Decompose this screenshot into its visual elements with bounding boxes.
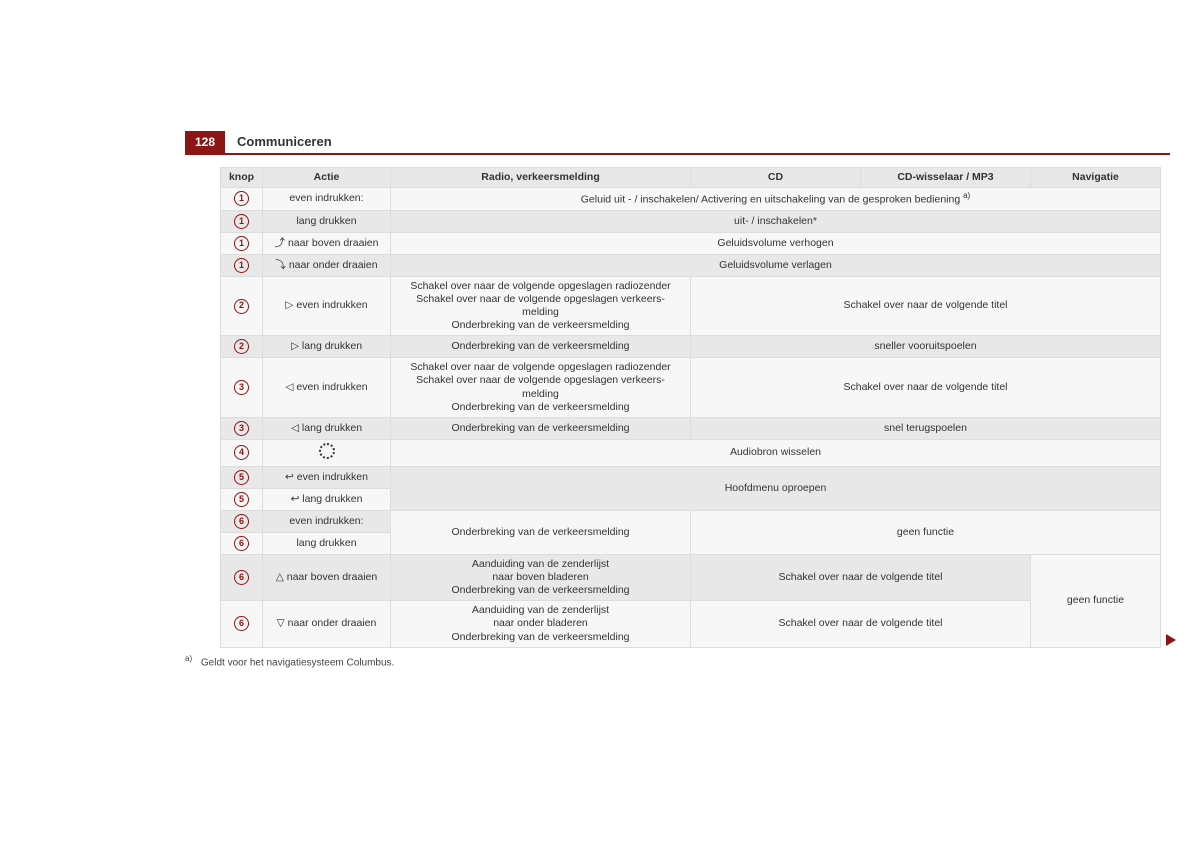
value-cell: geen functie [691,510,1161,554]
table-row: 1 ⤵ naar onder draaien Geluidsvolume ver… [221,254,1161,276]
knop-badge: 2 [234,339,249,354]
action-cell: even indrukken: [263,510,391,532]
action-cell: ↩ even indrukken [263,466,391,488]
action-cell: ▽ naar onder draaien [263,601,391,647]
action-cell: lang drukken [263,532,391,554]
triangle-down-icon: ▽ [277,617,285,629]
table-row: 2 ▷ even indrukken Schakel over naar de … [221,276,1161,336]
value-cell: Geluidsvolume verhogen [391,232,1161,254]
action-cell: △ naar boven draaien [263,554,391,600]
table-row: 3 ◁ lang drukken Onderbreking van de ver… [221,417,1161,439]
value-cell: Schakel over naar de volgende titel [691,358,1161,418]
knop-badge: 6 [234,570,249,585]
table-row: 6 △ naar boven draaien Aanduiding van de… [221,554,1161,600]
value-cell: Schakel over naar de volgende opgeslagen… [391,358,691,418]
value-cell: Aanduiding van de zenderlijst naar onder… [391,601,691,647]
action-cell: ▷ even indrukken [263,276,391,336]
knop-badge: 6 [234,514,249,529]
value-cell: Onderbreking van de verkeersmelding [391,336,691,358]
value-cell: Geluid uit - / inschakelen/ Activering e… [391,188,1161,211]
action-cell: ◁ lang drukken [263,417,391,439]
table-row: 3 ◁ even indrukken Schakel over naar de … [221,358,1161,418]
value-cell: uit- / inschakelen* [391,210,1161,232]
page-header: 128 Communiceren [185,130,1170,155]
play-left-icon: ◁ [291,422,299,434]
source-icon [319,443,335,459]
play-right-icon: ▷ [291,340,299,352]
continue-arrow-icon [1166,634,1176,646]
knop-badge: 5 [234,492,249,507]
knop-badge: 1 [234,258,249,273]
knop-badge: 1 [234,191,249,206]
footnote-text: Geldt voor het navigatiesysteem Columbus… [201,657,394,668]
value-cell: Aanduiding van de zenderlijst naar boven… [391,554,691,600]
col-nav: Navigatie [1031,168,1161,188]
footnote: a) Geldt voor het navigatiesysteem Colum… [185,654,1200,668]
table-row: 4 Audiobron wisselen [221,439,1161,466]
knop-badge: 3 [234,380,249,395]
action-cell [263,439,391,466]
table-row: 2 ▷ lang drukken Onderbreking van de ver… [221,336,1161,358]
col-cdw: CD-wisselaar / MP3 [861,168,1031,188]
table-header-row: knop Actie Radio, verkeersmelding CD CD-… [221,168,1161,188]
value-cell: Onderbreking van de verkeersmelding [391,417,691,439]
value-cell: sneller vooruitspoelen [691,336,1161,358]
col-cd: CD [691,168,861,188]
value-cell: Schakel over naar de volgende titel [691,276,1161,336]
value-cell: Schakel over naar de volgende opgeslagen… [391,276,691,336]
footnote-mark: a) [185,654,192,663]
col-actie: Actie [263,168,391,188]
knop-badge: 5 [234,470,249,485]
table-row: 1 ⤴ naar boven draaien Geluidsvolume ver… [221,232,1161,254]
knop-badge: 1 [234,236,249,251]
table-row: 1 even indrukken: Geluid uit - / inschak… [221,188,1161,211]
footnote-ref: a) [963,191,970,200]
value-cell: Onderbreking van de verkeersmelding [391,510,691,554]
table-row: 5 ↩ even indrukken Hoofdmenu oproepen [221,466,1161,488]
col-knop: knop [221,168,263,188]
action-cell: even indrukken: [263,188,391,211]
action-cell: ↩ lang drukken [263,488,391,510]
action-cell: lang drukken [263,210,391,232]
triangle-up-icon: △ [276,571,284,583]
rotate-down-icon: ⤵ [275,259,286,271]
knop-badge: 1 [234,214,249,229]
value-cell: Schakel over naar de volgende titel [691,601,1031,647]
action-cell: ◁ even indrukken [263,358,391,418]
value-cell: Schakel over naar de volgende titel [691,554,1031,600]
table-row: 6 even indrukken: Onderbreking van de ve… [221,510,1161,532]
value-cell: Geluidsvolume verlagen [391,254,1161,276]
action-cell: ⤴ naar boven draaien [263,232,391,254]
section-title: Communiceren [225,130,344,153]
return-icon: ↩ [285,471,294,483]
knop-badge: 4 [234,445,249,460]
action-cell: ⤵ naar onder draaien [263,254,391,276]
table-row: 1 lang drukken uit- / inschakelen* [221,210,1161,232]
value-cell: Audiobron wisselen [391,439,1161,466]
control-table: knop Actie Radio, verkeersmelding CD CD-… [220,167,1160,648]
page-number: 128 [185,131,225,153]
value-cell: Hoofdmenu oproepen [391,466,1161,510]
knop-badge: 6 [234,616,249,631]
rotate-up-icon: ⤴ [275,237,286,249]
col-radio: Radio, verkeersmelding [391,168,691,188]
table-row: 6 ▽ naar onder draaien Aanduiding van de… [221,601,1161,647]
knop-badge: 3 [234,421,249,436]
knop-badge: 2 [234,299,249,314]
value-cell: snel terugspoelen [691,417,1161,439]
knop-badge: 6 [234,536,249,551]
action-cell: ▷ lang drukken [263,336,391,358]
value-cell: geen functie [1031,554,1161,647]
